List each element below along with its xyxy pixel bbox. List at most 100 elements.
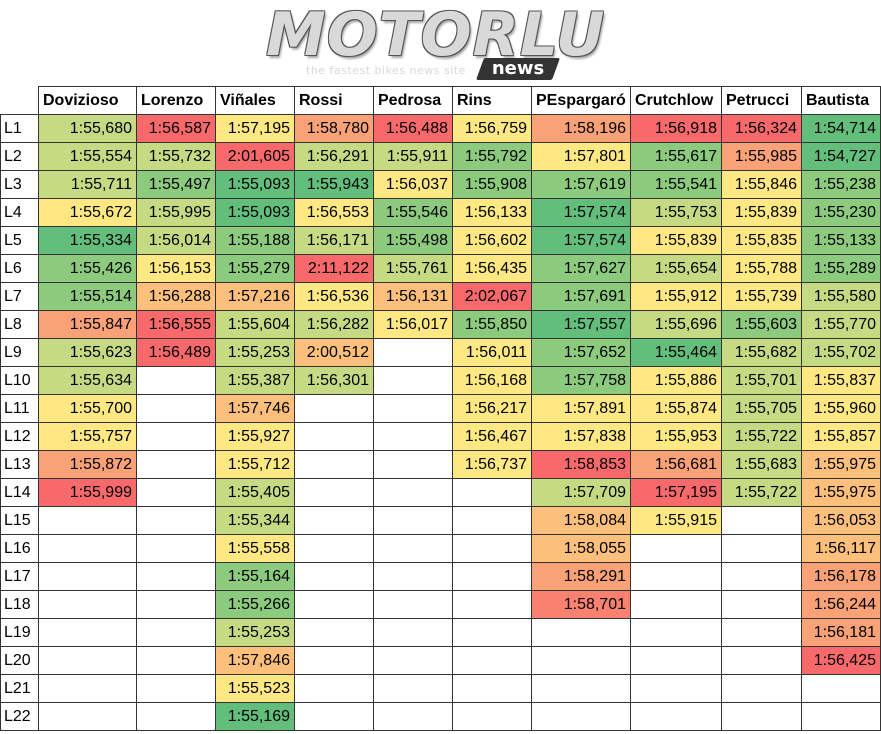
lap-time-cell: 1:55,696 <box>630 310 722 339</box>
lap-time-cell: 1:55,426 <box>38 254 137 283</box>
lap-time-cell <box>721 562 802 591</box>
lap-time-cell: 1:57,758 <box>531 366 631 395</box>
lap-label: L22 <box>0 702 39 731</box>
lap-time-cell: 1:58,084 <box>531 506 631 535</box>
lap-time-cell: 1:55,541 <box>630 170 722 199</box>
lap-time-cell: 1:56,011 <box>452 338 532 367</box>
lap-time-cell: 1:55,334 <box>38 226 137 255</box>
table-row: L5 1:55,334 1:56,014 1:55,188 1:56,171 1:55,4… <box>0 226 881 255</box>
lap-time-cell <box>373 478 453 507</box>
lap-time-cell: 1:56,217 <box>452 394 532 423</box>
table-row: L21 1:55,523 <box>0 674 881 703</box>
lap-time-cell <box>721 506 802 535</box>
lap-time-cell <box>452 618 532 647</box>
table-row: L22 1:55,169 <box>0 702 881 731</box>
lap-time-cell <box>630 534 722 563</box>
lap-time-cell: 1:55,604 <box>215 310 295 339</box>
lap-label: L15 <box>0 506 39 535</box>
lap-time-cell <box>801 674 881 703</box>
lap-time-cell: 2:01,605 <box>215 142 295 171</box>
lap-time-cell <box>136 422 216 451</box>
lap-time-cell: 1:55,839 <box>630 226 722 255</box>
lap-time-cell: 1:55,603 <box>721 310 802 339</box>
lap-time-cell: 1:55,634 <box>38 366 137 395</box>
lap-time-cell: 1:56,282 <box>294 310 374 339</box>
lap-time-cell <box>136 702 216 731</box>
lap-time-cell: 1:56,181 <box>801 618 881 647</box>
lap-time-cell: 1:58,701 <box>531 590 631 619</box>
lap-time-cell: 1:56,553 <box>294 198 374 227</box>
lap-time-cell: 1:56,536 <box>294 282 374 311</box>
rider-header: Viñales <box>215 86 295 115</box>
lap-time-cell: 1:57,557 <box>531 310 631 339</box>
lap-time-cell: 1:56,153 <box>136 254 216 283</box>
lap-time-cell <box>452 702 532 731</box>
lap-time-cell <box>136 506 216 535</box>
lap-time-cell: 1:56,918 <box>630 114 722 143</box>
lap-time-cell <box>373 366 453 395</box>
lap-time-cell: 1:56,467 <box>452 422 532 451</box>
lap-time-cell: 1:55,874 <box>630 394 722 423</box>
lap-time-cell: 1:55,387 <box>215 366 295 395</box>
lap-label: L7 <box>0 282 39 311</box>
lap-time-cell: 1:55,837 <box>801 366 881 395</box>
lap-time-cell <box>38 618 137 647</box>
rider-header: Petrucci <box>721 86 802 115</box>
table-row: L11 1:55,700 1:57,746 1:56,217 1:57,891 1:55,… <box>0 394 881 423</box>
table-row: L8 1:55,847 1:56,555 1:55,604 1:56,282 1:56,0… <box>0 310 881 339</box>
lap-time-cell: 1:56,244 <box>801 590 881 619</box>
lap-time-cell <box>452 562 532 591</box>
lap-time-cell <box>373 590 453 619</box>
lap-time-cell: 1:55,580 <box>801 282 881 311</box>
lap-time-cell: 1:55,792 <box>452 142 532 171</box>
lap-time-cell: 2:11,122 <box>294 254 374 283</box>
lap-time-cell: 1:55,093 <box>215 170 295 199</box>
table-row: L17 1:55,164 1:58,291 1:56,178 <box>0 562 881 591</box>
lap-time-cell <box>630 562 722 591</box>
lap-time-cell <box>452 590 532 619</box>
lap-time-cell: 1:58,196 <box>531 114 631 143</box>
lap-time-cell: 1:55,238 <box>801 170 881 199</box>
lap-times-table: Dovizioso Lorenzo Viñales Rossi Pedrosa … <box>0 86 881 731</box>
table-row: L16 1:55,558 1:58,055 1:56,117 <box>0 534 881 563</box>
lap-time-cell <box>38 534 137 563</box>
lap-time-cell <box>136 534 216 563</box>
lap-time-cell <box>373 562 453 591</box>
lap-time-cell: 1:56,488 <box>373 114 453 143</box>
lap-time-cell: 1:55,908 <box>452 170 532 199</box>
lap-time-cell: 1:56,291 <box>294 142 374 171</box>
lap-time-cell: 1:57,574 <box>531 226 631 255</box>
lap-time-cell: 1:55,279 <box>215 254 295 283</box>
lap-rows: L1 1:55,680 1:56,587 1:57,195 1:58,780 1:56,4… <box>0 114 881 731</box>
lap-time-cell: 1:57,691 <box>531 282 631 311</box>
lap-time-cell <box>136 450 216 479</box>
lap-time-cell <box>38 506 137 535</box>
rider-header: Pedrosa <box>373 86 453 115</box>
lap-time-cell: 1:55,523 <box>215 674 295 703</box>
lap-time-cell <box>294 394 374 423</box>
lap-time-cell <box>136 562 216 591</box>
lap-time-cell: 1:55,554 <box>38 142 137 171</box>
lap-time-cell: 1:55,683 <box>721 450 802 479</box>
lap-time-cell: 1:57,216 <box>215 282 295 311</box>
lap-time-cell <box>373 674 453 703</box>
lap-time-cell <box>630 618 722 647</box>
table-row: L19 1:55,253 1:56,181 <box>0 618 881 647</box>
lap-time-cell: 1:55,722 <box>721 478 802 507</box>
lap-label: L5 <box>0 226 39 255</box>
lap-time-cell <box>294 506 374 535</box>
lap-label: L4 <box>0 198 39 227</box>
lap-time-cell: 1:55,927 <box>215 422 295 451</box>
lap-time-cell: 1:57,846 <box>215 646 295 675</box>
lap-time-cell <box>531 702 631 731</box>
lap-time-cell <box>136 646 216 675</box>
lap-label: L2 <box>0 142 39 171</box>
lap-time-cell <box>452 674 532 703</box>
table-row: L7 1:55,514 1:56,288 1:57,216 1:56,536 1:56,1… <box>0 282 881 311</box>
lap-time-cell: 1:56,555 <box>136 310 216 339</box>
lap-time-cell: 1:57,891 <box>531 394 631 423</box>
lap-time-cell <box>373 646 453 675</box>
lap-time-cell <box>294 534 374 563</box>
lap-time-cell <box>373 618 453 647</box>
lap-time-cell: 1:55,702 <box>801 338 881 367</box>
